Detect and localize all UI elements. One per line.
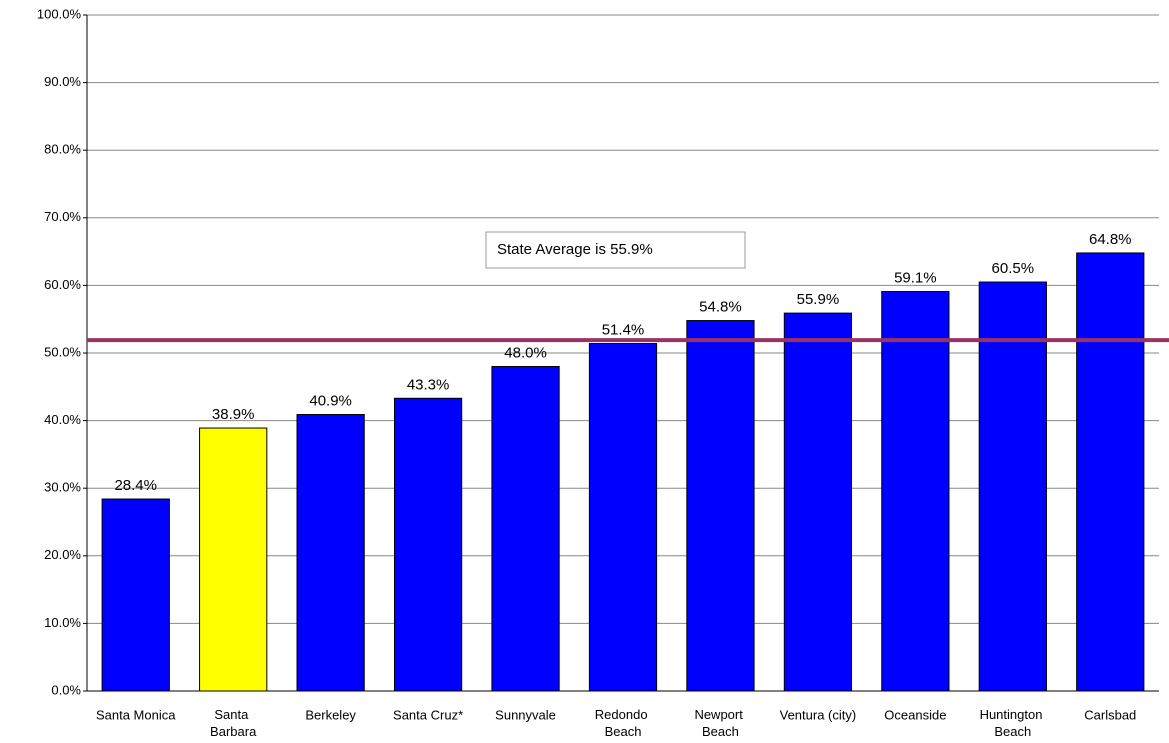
value-label: 59.1% — [894, 269, 937, 286]
value-label: 55.9% — [797, 291, 840, 308]
x-tick-label: Newport Beach — [694, 707, 746, 739]
x-tick-line: Redondo — [595, 707, 651, 722]
x-tick-label: Huntington Beach — [980, 707, 1047, 739]
value-label: 64.8% — [1089, 231, 1132, 248]
value-label: 54.8% — [699, 299, 742, 316]
bar — [1076, 252, 1145, 692]
y-tick-label: 30.0% — [44, 480, 81, 495]
x-tick-label: Redondo Beach — [595, 707, 651, 739]
x-tick-label: Carlsbad — [1084, 707, 1136, 722]
x-tick-label: Santa Monica — [96, 707, 176, 722]
value-label: 60.5% — [992, 260, 1035, 277]
bar — [101, 498, 170, 692]
y-tick-label: 10.0% — [44, 615, 81, 630]
bar — [686, 320, 755, 692]
y-tick-label: 90.0% — [44, 74, 81, 89]
x-tick-line: Barbara — [210, 724, 257, 739]
value-label: 40.9% — [309, 392, 352, 409]
value-label: 28.4% — [114, 477, 157, 494]
bar — [881, 290, 950, 692]
x-tick-label: Santa Barbara — [210, 707, 257, 739]
x-tick-label: Berkeley — [305, 707, 356, 722]
x-tick-label: Ventura (city) — [780, 707, 857, 722]
value-label: 38.9% — [212, 406, 255, 423]
y-tick-label: 50.0% — [44, 344, 81, 359]
annotation: State Average is 55.9% — [497, 241, 653, 258]
y-tick-label: 100.0% — [37, 6, 82, 21]
bar — [588, 343, 658, 692]
bar — [296, 414, 365, 692]
x-tick-line: Huntington — [980, 707, 1047, 722]
value-label: 43.3% — [407, 376, 450, 393]
x-tick-label: Sunnyvale — [495, 707, 556, 722]
annotation-box — [485, 231, 746, 269]
x-tick-line: Beach — [702, 724, 739, 739]
x-tick-label: Santa Cruz* — [393, 707, 463, 722]
y-tick-label: 80.0% — [44, 142, 81, 157]
y-tick-label: 60.0% — [44, 277, 81, 292]
value-label: 51.4% — [602, 322, 645, 339]
y-tick-label: 70.0% — [44, 209, 81, 224]
x-tick-label: Oceanside — [884, 707, 946, 722]
bar — [199, 427, 268, 692]
y-tick-label: 40.0% — [44, 412, 81, 427]
x-tick-line: Newport — [694, 707, 746, 722]
x-tick-line: Beach — [994, 724, 1031, 739]
value-label: 48.0% — [504, 344, 547, 361]
bar — [978, 281, 1047, 692]
bar — [783, 312, 853, 692]
y-tick-label: 20.0% — [44, 547, 81, 562]
x-tick-line: Santa — [214, 707, 252, 722]
bar — [491, 366, 560, 692]
x-tick-line: Beach — [605, 724, 642, 739]
y-tick-label: 0.0% — [51, 682, 81, 697]
bar — [393, 397, 463, 692]
